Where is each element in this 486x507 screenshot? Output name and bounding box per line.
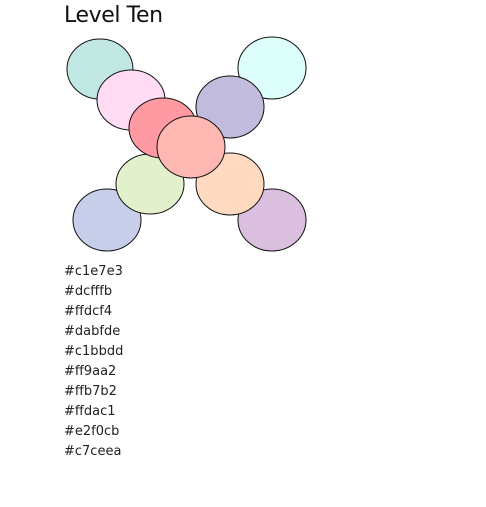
color-code-item: #dabfde [64,324,121,339]
color-code-item: #dcfffb [64,284,113,299]
color-code-item: #c1e7e3 [64,264,123,279]
color-code-item: #e2f0cb [64,424,120,439]
color-code-item: #c7ceea [64,444,122,459]
page-title: Level Ten [64,3,163,28]
circle-center-right [156,115,226,179]
circle-upper-right [195,75,265,139]
color-code-item: #ff9aa2 [64,364,117,379]
circle-bottom-left [72,188,142,252]
circle-artwork [66,36,307,252]
color-code-item: #ffdac1 [64,404,116,419]
color-code-item: #c1bbdd [64,344,124,359]
color-code-item: #ffdcf4 [64,304,113,319]
color-code-item: #ffb7b2 [64,384,117,399]
color-code-list: #c1e7e3 #dcfffb #ffdcf4 #dabfde #c1bbdd … [64,262,123,462]
circle-top-right [237,36,307,100]
